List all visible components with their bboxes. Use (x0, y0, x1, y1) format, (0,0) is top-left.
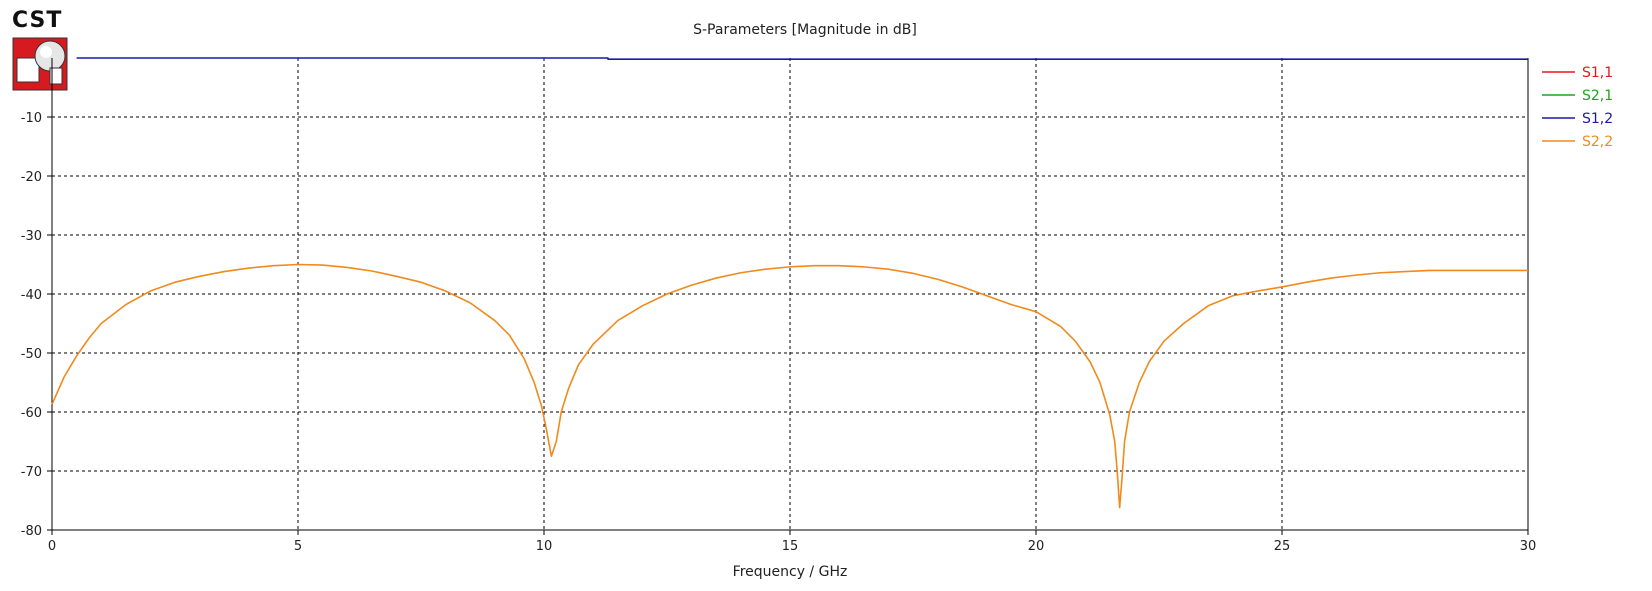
x-tick-label: 10 (536, 539, 553, 554)
legend-label-3: S2,2 (1582, 134, 1613, 150)
y-tick-label: -30 (21, 229, 42, 244)
legend-label-2: S1,2 (1582, 111, 1613, 127)
x-tick-label: 20 (1028, 539, 1045, 554)
legend: S1,1 S2,1 S1,2 S2,2 (1542, 65, 1613, 150)
axes-layer: 0 5 10 15 20 25 30 -10 -20 -30 -40 -50 -60 -70 -80 (21, 58, 1537, 554)
y-tick-label: -10 (21, 111, 42, 126)
x-axis-label: Frequency / GHz (733, 564, 848, 580)
series-line-3 (51, 263, 1528, 509)
legend-label-0: S1,1 (1582, 65, 1613, 81)
x-tick-label: 5 (294, 539, 302, 554)
logo-text: CST (12, 8, 63, 33)
grid-layer (52, 58, 1528, 530)
x-tick-label: 30 (1520, 539, 1537, 554)
chart-title: S-Parameters [Magnitude in dB] (693, 22, 917, 38)
series-line-2 (76, 57, 1528, 60)
legend-label-1: S2,1 (1582, 88, 1613, 104)
x-tick-label: 0 (48, 539, 56, 554)
x-tick-label: 25 (1274, 539, 1291, 554)
y-tick-label: -20 (21, 170, 42, 185)
y-tick-label: -70 (21, 465, 42, 480)
logo-graphic (12, 37, 68, 91)
y-tick-label: -50 (21, 347, 42, 362)
series-layer (51, 57, 1528, 509)
y-tick-label: -40 (21, 288, 42, 303)
y-tick-label: -80 (21, 524, 42, 539)
x-tick-label: 15 (782, 539, 799, 554)
cst-logo: CST (10, 8, 76, 98)
y-tick-label: -60 (21, 406, 42, 421)
